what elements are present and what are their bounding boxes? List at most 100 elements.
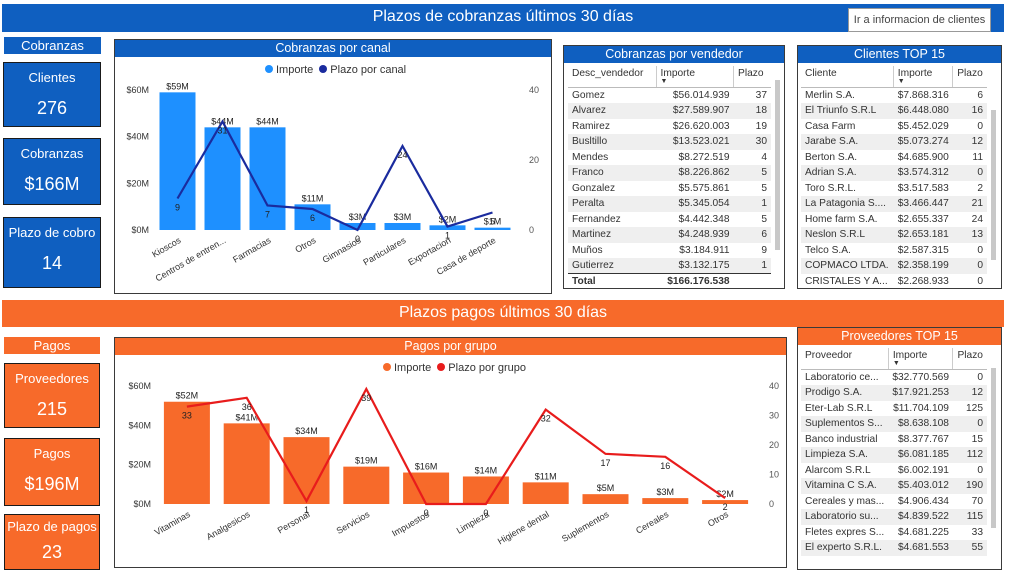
table-row[interactable]: Mendes $8.272.519 4 bbox=[568, 150, 771, 166]
table-row[interactable]: Ramirez $26.620.003 19 bbox=[568, 119, 771, 135]
scroll-thumb[interactable] bbox=[775, 80, 780, 250]
column-header[interactable]: Desc_vendedor bbox=[568, 66, 657, 88]
series-line bbox=[176, 119, 493, 232]
table-row[interactable]: Gutierrez $3.132.175 1 bbox=[568, 258, 771, 274]
table-row[interactable]: Martinez $4.248.939 6 bbox=[568, 227, 771, 243]
table-row[interactable]: Busltillo $13.523.021 30 bbox=[568, 134, 771, 150]
table-cell: 11 bbox=[972, 151, 983, 163]
x-tick-label: Otros bbox=[293, 235, 317, 255]
table-row[interactable]: Peralta $5.345.054 1 bbox=[568, 196, 771, 212]
line-data-label: 31 bbox=[217, 126, 227, 136]
table-row[interactable]: Laboratorio ce... $32.770.569 0 bbox=[801, 370, 987, 386]
table-row[interactable]: La Patagonia S.... $3.466.447 21 bbox=[801, 196, 987, 212]
vendedor-scrollbar[interactable] bbox=[773, 66, 782, 266]
table-row[interactable]: Neslon S.R.L $2.653.181 13 bbox=[801, 227, 987, 243]
column-header[interactable]: Importe ▼ bbox=[887, 348, 953, 370]
bar-data-label: $52M bbox=[176, 391, 199, 401]
table-row[interactable]: Toro S.R.L. $3.517.583 2 bbox=[801, 181, 987, 197]
table-cell: 18 bbox=[733, 103, 771, 119]
kpi-label: Plazo de cobro bbox=[8, 225, 96, 240]
sort-desc-icon[interactable]: ▼ bbox=[892, 360, 900, 367]
table-cell: Mendes bbox=[572, 151, 609, 163]
table-row[interactable]: Telco S.A. $2.587.315 0 bbox=[801, 243, 987, 259]
table-row[interactable]: Vitamina C S.A. $5.403.012 190 bbox=[801, 478, 987, 494]
table-row[interactable]: COPMACO LTDA. $2.358.199 0 bbox=[801, 258, 987, 274]
legend-dot-icon bbox=[383, 363, 391, 371]
clientes-scrollbar[interactable] bbox=[989, 66, 998, 276]
table-row[interactable]: Laboratorio su... $4.839.522 115 bbox=[801, 509, 987, 525]
column-header[interactable]: Proveedor bbox=[801, 348, 889, 370]
column-header[interactable]: Cliente bbox=[801, 66, 894, 88]
table-cell: Home farm S.A. bbox=[805, 213, 878, 225]
table-row[interactable]: Muños $3.184.911 9 bbox=[568, 243, 771, 259]
column-header[interactable]: Importe ▼ bbox=[655, 66, 734, 88]
table-row[interactable]: Merlin S.A. $7.868.316 6 bbox=[801, 88, 987, 104]
legend-item-plazo[interactable]: Plazo por grupo bbox=[437, 362, 526, 374]
table-cell: 2 bbox=[977, 182, 983, 194]
chart-title: Cobranzas por canal bbox=[115, 40, 551, 57]
legend-item-plazo[interactable]: Plazo por canal bbox=[319, 64, 406, 76]
legend-item-importe[interactable]: Importe bbox=[265, 64, 313, 76]
table-row[interactable]: Banco industrial $8.377.767 15 bbox=[801, 432, 987, 448]
table-cell: 5 bbox=[761, 182, 767, 194]
table-row[interactable]: Fletes expres S... $4.681.225 33 bbox=[801, 525, 987, 541]
proveedores-scrollbar[interactable] bbox=[989, 348, 998, 563]
table-row[interactable]: Alvarez $27.589.907 18 bbox=[568, 103, 771, 119]
line-data-label: 16 bbox=[660, 461, 670, 471]
kpi-plazo-cobro-card: Plazo de cobro 14 bbox=[3, 217, 101, 288]
scroll-thumb[interactable] bbox=[991, 110, 996, 260]
column-header[interactable]: Plazo bbox=[952, 66, 987, 88]
table-cell: $8.272.519 bbox=[678, 151, 730, 163]
bar bbox=[522, 482, 569, 504]
table-row[interactable]: Adrian S.A. $3.574.312 0 bbox=[801, 165, 987, 181]
bar-data-label: $59M bbox=[166, 81, 189, 91]
line-data-label: 0 bbox=[483, 508, 488, 518]
bar bbox=[159, 92, 196, 230]
table-cell: 70 bbox=[971, 495, 983, 507]
table-row[interactable]: Home farm S.A. $2.655.337 24 bbox=[801, 212, 987, 228]
cobranzas-canal-panel: Cobranzas por canal Importe Plazo por ca… bbox=[114, 39, 552, 294]
table-row[interactable]: Berton S.A. $4.685.900 11 bbox=[801, 150, 987, 166]
line-data-label: 9 bbox=[175, 203, 180, 213]
column-header[interactable]: Plazo bbox=[952, 348, 987, 370]
table-cell: COPMACO LTDA. bbox=[801, 258, 894, 274]
table-cell: Gomez bbox=[572, 90, 605, 101]
table-row[interactable]: CRISTALES Y A... $2.268.933 0 bbox=[801, 274, 987, 289]
y-tick-label: $0M bbox=[131, 225, 149, 235]
table-row[interactable]: Gomez $56.014.939 37 bbox=[568, 88, 771, 104]
table-row[interactable]: Fernandez $4.442.348 5 bbox=[568, 212, 771, 228]
table-cell: 24 bbox=[971, 213, 983, 225]
column-header[interactable]: Importe ▼ bbox=[892, 66, 953, 88]
table-row[interactable]: Jarabe S.A. $5.073.274 12 bbox=[801, 134, 987, 150]
table-title: Cobranzas por vendedor bbox=[564, 46, 784, 63]
table-row[interactable]: Casa Farm $5.452.029 0 bbox=[801, 119, 987, 135]
table-row[interactable]: El Triunfo S.R.L $6.448.080 16 bbox=[801, 103, 987, 119]
x-tick-label: Particulares bbox=[361, 235, 408, 268]
table-cell: 55 bbox=[952, 540, 987, 556]
bar-data-label: $19M bbox=[355, 456, 378, 466]
table-row[interactable]: Franco $8.226.862 5 bbox=[568, 165, 771, 181]
y2-tick-label: 30 bbox=[769, 411, 779, 421]
table-row[interactable]: Prodigo S.A. $17.921.253 12 bbox=[801, 385, 987, 401]
table-row[interactable]: Limpieza S.A. $6.081.185 112 bbox=[801, 447, 987, 463]
table-cell: Laboratorio su... bbox=[801, 509, 889, 525]
legend-item-importe[interactable]: Importe bbox=[383, 362, 431, 374]
table-row[interactable]: Suplementos S... $8.638.108 0 bbox=[801, 416, 987, 432]
clients-info-button[interactable]: Ir a informacion de clientes bbox=[848, 8, 991, 32]
pagos-grupo-panel: Pagos por grupo Importe Plazo por grupo … bbox=[114, 337, 787, 568]
table-row[interactable]: El experto S.R.L. $4.681.553 55 bbox=[801, 540, 987, 556]
table-cell: $6.448.080 bbox=[893, 103, 953, 119]
table-row[interactable]: Gonzalez $5.575.861 5 bbox=[568, 181, 771, 197]
column-header[interactable]: Plazo bbox=[733, 66, 771, 88]
table-row[interactable]: Cereales y mas... $4.906.434 70 bbox=[801, 494, 987, 510]
table-cell: CRISTALES Y A... bbox=[805, 275, 888, 287]
sort-desc-icon[interactable]: ▼ bbox=[660, 78, 668, 85]
total-row: Total $166.176.538 bbox=[568, 273, 771, 288]
sort-desc-icon[interactable]: ▼ bbox=[897, 78, 905, 85]
bar-data-label: $3M bbox=[394, 212, 412, 222]
scroll-thumb[interactable] bbox=[991, 368, 996, 528]
y-tick-label: $40M bbox=[126, 132, 149, 142]
table-row[interactable]: Eter-Lab S.R.L $11.704.109 125 bbox=[801, 401, 987, 417]
table-row[interactable]: Alarcom S.R.L $6.002.191 0 bbox=[801, 463, 987, 479]
table-cell: Adrian S.A. bbox=[801, 165, 894, 181]
